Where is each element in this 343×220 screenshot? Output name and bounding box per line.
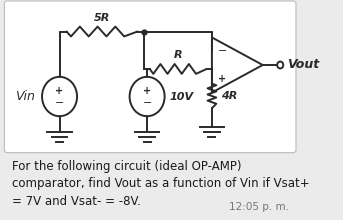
Text: −: − [55, 98, 64, 108]
Text: 4R: 4R [221, 91, 237, 101]
Text: −: − [142, 98, 152, 108]
Text: 5R: 5R [94, 13, 110, 23]
Text: 10V: 10V [170, 92, 194, 101]
Text: 12:05 p. m.: 12:05 p. m. [229, 202, 289, 212]
Text: +: + [143, 86, 151, 96]
Circle shape [130, 77, 165, 116]
Text: Vout: Vout [287, 59, 319, 72]
Polygon shape [212, 37, 263, 93]
Text: R: R [174, 50, 182, 60]
Text: +: + [218, 74, 226, 84]
Text: +: + [56, 86, 63, 96]
Text: For the following circuit (ideal OP-AMP)
comparator, find Vout as a function of : For the following circuit (ideal OP-AMP)… [12, 160, 310, 207]
Text: Vin: Vin [15, 90, 35, 103]
Text: −: − [218, 46, 227, 56]
FancyBboxPatch shape [4, 1, 296, 153]
Circle shape [42, 77, 77, 116]
Circle shape [277, 62, 283, 68]
